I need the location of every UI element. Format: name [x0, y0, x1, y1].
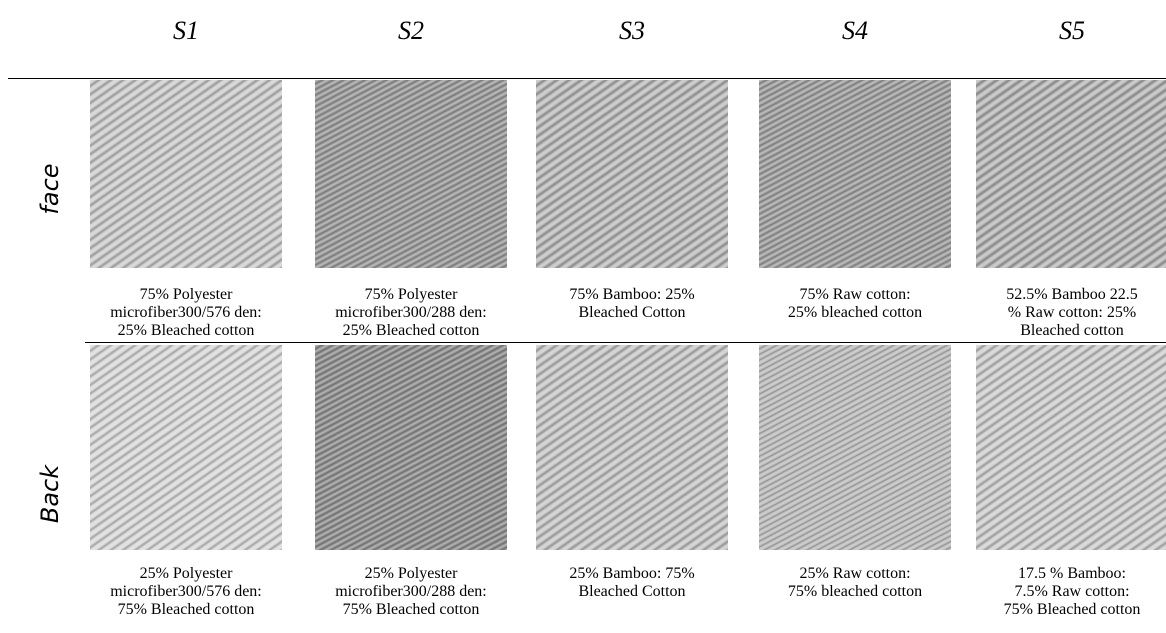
caption: 25% Polyester microfiber300/576 den: 75% B…: [78, 565, 294, 619]
caption-line: 75% Bleached cotton: [117, 601, 255, 618]
caption-line: 25% Bleached cotton: [342, 322, 480, 339]
caption-line: 75% Raw cotton:: [799, 286, 911, 303]
fabric-image: [90, 345, 282, 550]
caption-line: 25% Raw cotton:: [799, 565, 911, 582]
caption: 52.5% Bamboo 22.5% Raw cotton: 25% Bleach…: [964, 286, 1166, 340]
caption: 75% Bamboo: 25% Bleached Cotton: [524, 286, 740, 322]
caption: 17.5 % Bamboo: 7.5% Raw cotton: 75% Bleach…: [964, 565, 1166, 619]
caption-line: 75% Polyester: [364, 286, 458, 303]
caption-line: microfiber300/288 den:: [335, 583, 487, 600]
column-header: S5: [1059, 16, 1085, 45]
top-rule: [8, 78, 1166, 79]
caption-line: 25% Bleached cotton: [117, 322, 255, 339]
fabric-image: [315, 80, 507, 268]
caption-line: 25% Bamboo: 75%: [569, 565, 695, 582]
caption-line: 75% bleached cotton: [787, 583, 923, 600]
column-header: S2: [398, 16, 424, 45]
fabric-image: [315, 345, 507, 550]
caption: 75% Raw cotton: 25% bleached cotton: [747, 286, 963, 322]
caption-line: 75% Polyester: [139, 286, 233, 303]
column-header: S3: [619, 16, 645, 45]
caption: 75% Polyester microfiber300/288 den: 25% B…: [303, 286, 519, 340]
caption-line: 25% Polyester: [139, 565, 233, 582]
caption-line: 7.5% Raw cotton:: [1014, 583, 1130, 600]
fabric-image: [759, 80, 951, 268]
caption-line: Bleached Cotton: [578, 583, 686, 600]
caption-line: microfiber300/576 den:: [110, 304, 262, 321]
caption: 25% Bamboo: 75% Bleached Cotton: [524, 565, 740, 601]
caption-line: microfiber300/576 den:: [110, 583, 262, 600]
caption-line: % Raw cotton: 25%: [1007, 304, 1137, 321]
caption-line: 25% bleached cotton: [787, 304, 923, 321]
caption-line: 75% Bleached cotton: [342, 601, 480, 618]
fabric-image: [759, 345, 951, 550]
fabric-image: [90, 80, 282, 268]
caption: 25% Raw cotton: 75% bleached cotton: [747, 565, 963, 601]
caption-line: 17.5 % Bamboo:: [1018, 565, 1126, 582]
caption-line: 25% Polyester: [364, 565, 458, 582]
fabric-image: [976, 345, 1166, 550]
caption-line: 75% Bamboo: 25%: [569, 286, 695, 303]
caption: 75% Polyester microfiber300/576 den: 25% B…: [78, 286, 294, 340]
fabric-image: [536, 345, 728, 550]
caption-line: microfiber300/288 den:: [335, 304, 487, 321]
row-label: face: [36, 163, 64, 215]
row-label: Back: [36, 464, 64, 524]
caption-line: 75% Bleached cotton: [1003, 601, 1141, 618]
caption-line: 52.5% Bamboo 22.5: [1006, 286, 1138, 303]
column-header: S1: [173, 16, 199, 45]
caption-line: Bleached cotton: [1020, 322, 1124, 339]
fabric-image: [536, 80, 728, 268]
column-header: S4: [842, 16, 868, 45]
caption-line: Bleached Cotton: [578, 304, 686, 321]
caption: 25% Polyester microfiber300/288 den: 75% B…: [303, 565, 519, 619]
fabric-image: [976, 80, 1166, 268]
mid-rule: [85, 342, 1166, 343]
